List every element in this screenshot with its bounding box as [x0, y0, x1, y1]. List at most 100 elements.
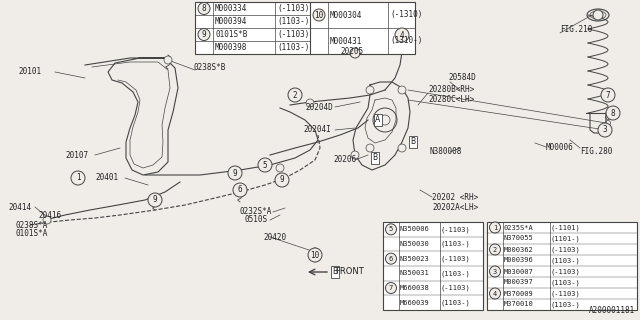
Text: M030007: M030007 [504, 268, 534, 275]
Circle shape [228, 166, 242, 180]
Text: 0238S*B: 0238S*B [193, 62, 225, 71]
Circle shape [366, 86, 374, 94]
Text: 2: 2 [292, 91, 298, 100]
Text: M370009: M370009 [504, 291, 534, 297]
Circle shape [233, 183, 247, 197]
Text: 9: 9 [280, 175, 284, 185]
Text: 5: 5 [389, 226, 393, 232]
Text: (1103-): (1103-) [441, 300, 471, 306]
Text: B: B [410, 138, 415, 147]
Circle shape [351, 151, 359, 159]
Circle shape [308, 248, 322, 262]
Text: 20202 <RH>: 20202 <RH> [432, 193, 478, 202]
Text: 0232S*A: 0232S*A [239, 207, 272, 217]
Text: 20204I: 20204I [303, 125, 331, 134]
Text: (-1103): (-1103) [551, 268, 580, 275]
Text: N380008: N380008 [430, 148, 462, 156]
Text: 20416: 20416 [38, 212, 61, 220]
Circle shape [258, 158, 272, 172]
Text: 7: 7 [389, 285, 393, 291]
Text: 20414: 20414 [8, 203, 31, 212]
Text: 9: 9 [153, 196, 157, 204]
Circle shape [385, 283, 397, 293]
Text: 20280C<LH>: 20280C<LH> [428, 95, 474, 105]
Circle shape [490, 288, 500, 299]
Text: M660039: M660039 [400, 300, 429, 306]
Text: B: B [332, 268, 337, 276]
Text: FRONT: FRONT [335, 268, 364, 276]
Text: (1103-): (1103-) [551, 257, 580, 264]
Text: N370055: N370055 [504, 236, 534, 242]
Text: N350030: N350030 [400, 241, 429, 247]
Text: 5: 5 [262, 161, 268, 170]
Circle shape [490, 266, 500, 277]
Text: 10: 10 [314, 11, 324, 20]
Text: (1103-): (1103-) [277, 17, 309, 26]
Text: 3: 3 [493, 268, 497, 275]
Text: 10: 10 [310, 251, 319, 260]
Text: (-1103): (-1103) [551, 290, 580, 297]
Circle shape [593, 10, 603, 20]
Text: 20204D: 20204D [305, 102, 333, 111]
Circle shape [276, 164, 284, 172]
Text: 20584D: 20584D [448, 74, 476, 83]
Text: 20420: 20420 [263, 233, 286, 242]
Text: N350031: N350031 [400, 270, 429, 276]
Text: 0101S*A: 0101S*A [16, 229, 49, 238]
Text: M000398: M000398 [215, 43, 248, 52]
Text: (1310-): (1310-) [390, 36, 422, 45]
Text: 0510S: 0510S [245, 215, 268, 225]
Text: M000397: M000397 [504, 279, 534, 285]
Text: M660038: M660038 [400, 285, 429, 291]
Circle shape [398, 86, 406, 94]
Text: 20202A<LH>: 20202A<LH> [432, 203, 478, 212]
Text: 9: 9 [233, 169, 237, 178]
Circle shape [311, 248, 319, 256]
Text: M00006: M00006 [546, 142, 573, 151]
Circle shape [313, 9, 325, 21]
Text: M000431: M000431 [330, 36, 362, 45]
Circle shape [598, 123, 612, 137]
Text: 9: 9 [202, 30, 206, 39]
Text: (1101-): (1101-) [551, 235, 580, 242]
Text: 7: 7 [605, 91, 611, 100]
Bar [195, 2, 415, 54]
Text: (-1103): (-1103) [277, 30, 309, 39]
Text: 20101: 20101 [18, 68, 41, 76]
Text: N350006: N350006 [400, 226, 429, 232]
Text: (1103-): (1103-) [441, 270, 471, 276]
Text: 2: 2 [493, 246, 497, 252]
Text: 1: 1 [493, 225, 497, 230]
Text: A: A [376, 116, 381, 124]
Circle shape [275, 173, 289, 187]
Text: 6: 6 [237, 186, 243, 195]
Text: (1103-): (1103-) [441, 241, 471, 247]
Bar [383, 222, 483, 310]
Circle shape [366, 144, 374, 152]
Text: 20107: 20107 [65, 150, 88, 159]
Text: 8: 8 [202, 4, 206, 13]
Text: (-1103): (-1103) [441, 285, 471, 291]
Bar [487, 222, 637, 310]
Circle shape [151, 196, 159, 204]
Text: 20401: 20401 [95, 173, 118, 182]
Circle shape [164, 56, 172, 64]
Text: M000304: M000304 [330, 11, 362, 20]
Circle shape [306, 99, 314, 107]
Text: 0235S*A: 0235S*A [504, 225, 534, 230]
Circle shape [148, 193, 162, 207]
Text: 4: 4 [400, 30, 404, 39]
Text: (-1103): (-1103) [441, 255, 471, 262]
Text: (-1103): (-1103) [551, 246, 580, 253]
Text: 0101S*B: 0101S*B [215, 30, 248, 39]
Text: A200001181: A200001181 [589, 306, 635, 315]
Circle shape [236, 188, 244, 196]
Text: FIG.210: FIG.210 [560, 26, 593, 35]
Text: M000362: M000362 [504, 246, 534, 252]
Circle shape [350, 48, 360, 58]
Circle shape [601, 88, 615, 102]
Circle shape [288, 88, 302, 102]
Circle shape [385, 253, 397, 264]
Text: 6: 6 [389, 256, 393, 262]
Circle shape [490, 222, 500, 233]
